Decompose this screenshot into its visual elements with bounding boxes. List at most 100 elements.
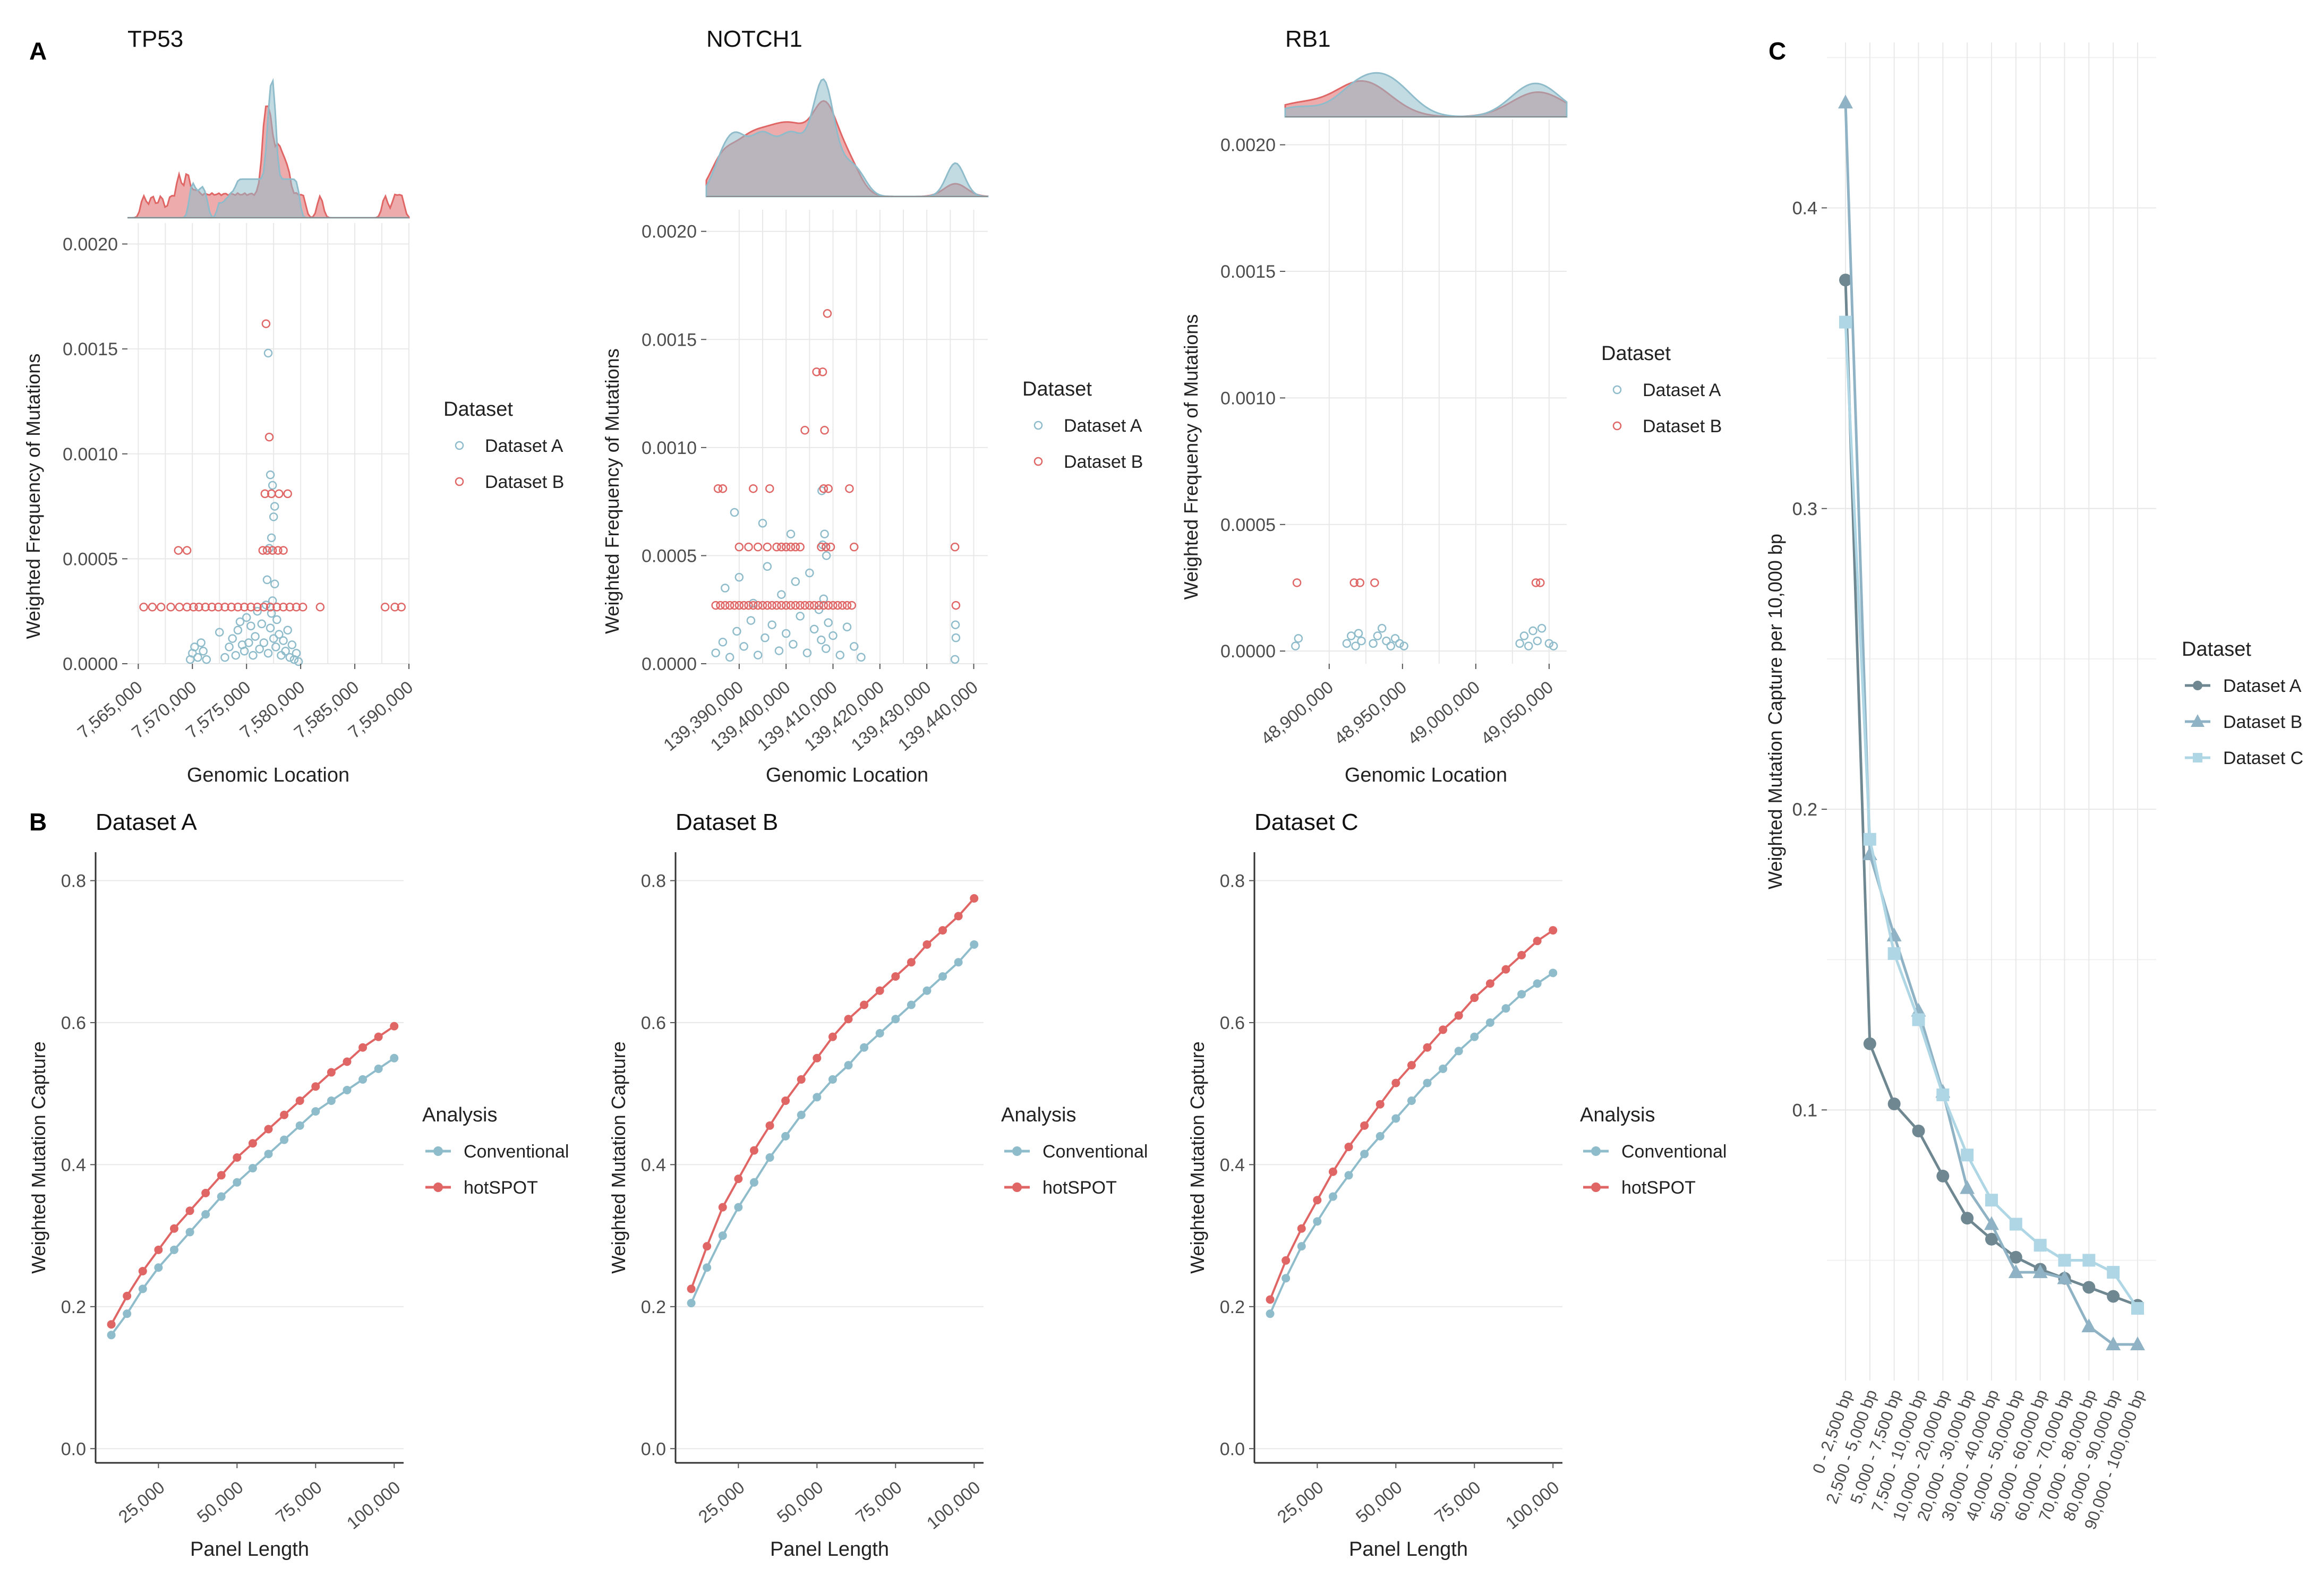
legend-title: Dataset — [443, 398, 513, 421]
series-line-conventional — [690, 944, 975, 1304]
data-point-hotspot — [311, 1082, 320, 1091]
x-tick-label: 49,050,000 — [1477, 677, 1557, 749]
y-axis-title: Weighted Mutation Capture — [28, 1041, 49, 1274]
data-point-dataset-b — [1838, 95, 1853, 109]
line-chart-dsb: Dataset B 0.0 0.2 0.4 0.6 0.8 25,000 50,000 75,0… — [608, 809, 1148, 1561]
data-point-conventional — [797, 1110, 806, 1119]
point-dataset-a — [828, 631, 838, 640]
point-dataset-b — [758, 601, 767, 610]
y-tick-label: 0.2 — [1792, 800, 1817, 820]
data-point-conventional — [1439, 1064, 1448, 1073]
data-point-conventional — [734, 1203, 743, 1212]
point-dataset-a — [263, 648, 273, 658]
legend-title: Dataset — [2182, 638, 2251, 661]
data-point-hotspot — [1517, 950, 1526, 959]
point-dataset-a — [1395, 639, 1404, 648]
point-dataset-a — [261, 601, 271, 610]
x-tick-label: 100,000 — [343, 1477, 404, 1533]
point-dataset-a — [246, 621, 255, 631]
point-dataset-b — [390, 603, 399, 612]
point-dataset-b — [1370, 578, 1379, 587]
point-dataset-a — [287, 640, 297, 649]
point-dataset-b — [139, 603, 148, 612]
data-point-dataset-c — [2009, 1218, 2022, 1231]
data-point-conventional — [154, 1263, 163, 1272]
point-dataset-a — [1351, 641, 1360, 650]
data-point-hotspot — [201, 1188, 210, 1197]
series-line-hotspot — [110, 1025, 395, 1325]
point-dataset-b — [824, 484, 833, 493]
series-line-hotspot — [690, 897, 975, 1290]
point-dataset-a — [279, 636, 288, 645]
x-tick-label: 50,000 — [1352, 1477, 1406, 1527]
data-point-conventional — [169, 1245, 178, 1254]
point-dataset-b — [1531, 578, 1541, 587]
point-dataset-b — [786, 542, 796, 552]
point-dataset-a — [255, 645, 264, 654]
x-tick-label: 50,000 — [773, 1477, 827, 1527]
data-point-conventional — [1313, 1217, 1322, 1226]
legend-label: Dataset A — [485, 436, 563, 456]
y-tick-label: 0.2 — [61, 1297, 86, 1317]
point-dataset-a — [1515, 639, 1524, 648]
point-dataset-a — [820, 529, 829, 538]
point-dataset-a — [202, 655, 211, 664]
y-tick-label: 0.0015 — [642, 330, 697, 350]
point-dataset-b — [814, 601, 824, 610]
legend-title: Dataset — [1601, 342, 1671, 365]
scatter-chart-tp53: TP530.00000.00050.00100.00150.00207,565,… — [22, 26, 564, 786]
point-dataset-b — [845, 484, 854, 493]
charts-layer: TP530.00000.00050.00100.00150.00207,565,… — [22, 26, 2303, 1561]
data-point-hotspot — [828, 1032, 837, 1041]
y-tick-label: 0.0015 — [1220, 262, 1276, 282]
point-dataset-b — [819, 601, 828, 610]
point-dataset-b — [283, 489, 292, 499]
point-dataset-b — [264, 432, 274, 442]
point-dataset-b — [805, 601, 814, 610]
point-dataset-b — [730, 601, 739, 610]
chart-title: TP53 — [127, 26, 183, 52]
y-tick-label: 0.1 — [1792, 1100, 1817, 1120]
y-tick-label: 0.0000 — [1220, 641, 1276, 662]
y-tick-label: 0.0020 — [63, 235, 118, 255]
point-dataset-b — [285, 603, 295, 612]
point-dataset-b — [274, 546, 283, 555]
x-tick-label: 25,000 — [1274, 1477, 1327, 1527]
data-point-conventional — [875, 1029, 884, 1038]
data-point-conventional — [1391, 1114, 1400, 1123]
data-point-dataset-c — [1961, 1149, 1974, 1162]
y-tick-label: 0.3 — [1792, 499, 1817, 519]
y-axis-title: Weighted Frequency of Mutations — [22, 354, 44, 639]
y-tick-label: 0.2 — [641, 1297, 666, 1317]
point-dataset-b — [820, 426, 829, 435]
data-point-conventional — [107, 1331, 116, 1340]
scatter-chart-notch1: NOTCH1 0.0000 0.0005 0.0010 0.0015 0.0020 139,… — [601, 26, 1143, 786]
data-point-dataset-a — [1839, 273, 1852, 287]
data-point-hotspot — [169, 1224, 178, 1233]
point-dataset-b — [753, 542, 763, 552]
x-tick-label: 50,000 — [193, 1477, 247, 1527]
data-point-conventional — [765, 1153, 774, 1162]
data-point-conventional — [860, 1043, 869, 1052]
data-point-dataset-c — [2131, 1302, 2144, 1315]
data-point-conventional — [138, 1284, 147, 1293]
chart-title: RB1 — [1285, 26, 1331, 52]
point-dataset-b — [817, 542, 826, 552]
data-point-hotspot — [374, 1032, 383, 1041]
point-dataset-b — [842, 601, 852, 610]
point-dataset-b — [315, 603, 325, 612]
point-dataset-a — [791, 577, 800, 586]
point-dataset-a — [259, 638, 269, 647]
point-dataset-a — [240, 647, 249, 656]
data-point-hotspot — [734, 1175, 743, 1184]
legend-label: Dataset B — [485, 472, 564, 492]
legend-label: Dataset B — [2223, 712, 2302, 732]
point-dataset-b — [725, 601, 734, 610]
point-dataset-b — [298, 603, 307, 612]
point-dataset-a — [228, 634, 237, 643]
data-point-conventional — [1344, 1171, 1353, 1180]
data-point-conventional — [1454, 1047, 1463, 1056]
point-dataset-b — [246, 603, 255, 612]
data-point-hotspot — [358, 1043, 368, 1052]
point-dataset-a — [835, 650, 844, 659]
